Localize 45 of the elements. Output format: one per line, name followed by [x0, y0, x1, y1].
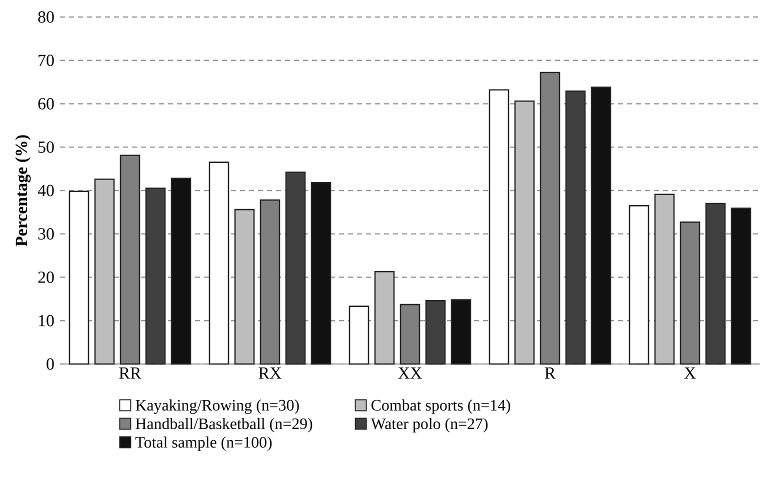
y-tick-label: 80	[38, 11, 54, 23]
x-tick-label: R	[544, 368, 556, 379]
bar	[120, 154, 140, 365]
y-tick-label: 50	[38, 141, 54, 153]
bar	[348, 306, 370, 365]
bar	[540, 72, 560, 365]
x-tick-label: RX	[258, 368, 282, 379]
bar	[450, 299, 472, 365]
bar	[590, 86, 612, 365]
legend-label: Kayaking/Rowing (n=30)	[136, 399, 299, 414]
bar	[145, 188, 166, 365]
legend-label: Total sample (n=100)	[135, 436, 272, 451]
bar	[68, 190, 90, 365]
y-tick-label: 70	[38, 54, 54, 66]
bar	[260, 199, 280, 365]
bar	[565, 90, 586, 365]
x-tick-label: RR	[119, 368, 142, 379]
bar	[705, 202, 726, 365]
bar	[285, 172, 306, 365]
x-tick-label: XX	[398, 368, 422, 379]
legend-label: Handball/Basketball (n=29)	[136, 418, 312, 432]
bar	[374, 270, 395, 365]
y-tick-label: 10	[39, 314, 54, 326]
bar	[310, 182, 332, 365]
bar	[488, 89, 510, 365]
y-axis-title: Percentage (%)	[15, 135, 31, 246]
x-tick-label: X	[684, 368, 696, 379]
y-tick-label: 0	[46, 358, 54, 370]
bar	[514, 100, 535, 365]
bar	[680, 222, 700, 365]
y-tick-label: 30	[38, 228, 54, 240]
bar	[170, 178, 192, 365]
legend-label: Combat sports (n=14)	[371, 399, 510, 414]
y-tick-label: 20	[38, 272, 54, 283]
bar	[234, 208, 255, 365]
bar	[425, 300, 446, 365]
bar	[654, 194, 675, 365]
bar	[628, 205, 650, 365]
y-tick-label: 60	[38, 98, 54, 110]
bar	[400, 304, 420, 365]
legend-label: Water polo (n=27)	[370, 418, 488, 432]
bar	[730, 208, 752, 365]
bar	[208, 162, 230, 365]
bar	[94, 178, 115, 365]
y-tick-label: 40	[38, 184, 54, 196]
